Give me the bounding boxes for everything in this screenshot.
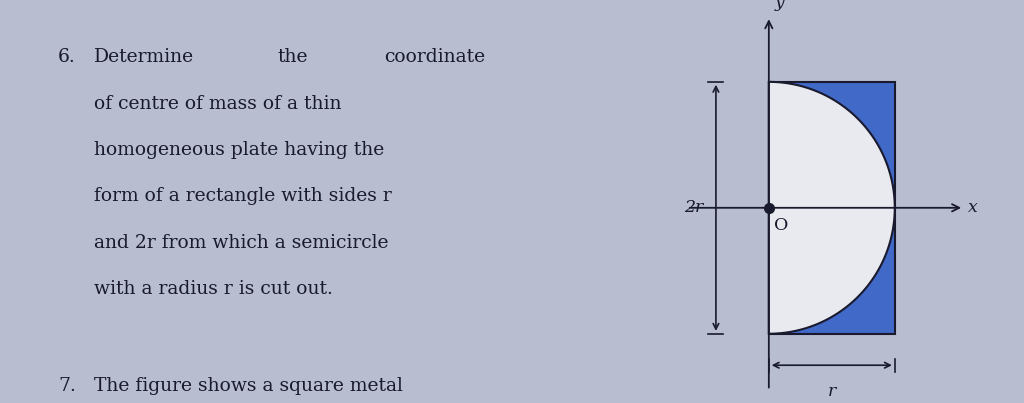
Text: 2r: 2r: [684, 199, 703, 216]
Text: y: y: [775, 0, 785, 11]
Text: Determine: Determine: [93, 48, 194, 66]
Text: r: r: [827, 383, 836, 400]
Text: of centre of mass of a thin: of centre of mass of a thin: [93, 95, 341, 113]
Text: The figure shows a square metal: The figure shows a square metal: [93, 377, 402, 395]
Text: coordinate: coordinate: [384, 48, 485, 66]
Text: the: the: [278, 48, 308, 66]
Text: x: x: [968, 199, 978, 216]
Text: homogeneous plate having the: homogeneous plate having the: [93, 141, 384, 159]
Text: and 2r from which a semicircle: and 2r from which a semicircle: [93, 234, 388, 252]
Polygon shape: [769, 82, 895, 334]
Text: form of a rectangle with sides r: form of a rectangle with sides r: [93, 187, 391, 206]
Text: 6.: 6.: [58, 48, 76, 66]
Polygon shape: [769, 82, 895, 334]
Text: 7.: 7.: [58, 377, 76, 395]
Text: with a radius r is cut out.: with a radius r is cut out.: [93, 280, 333, 298]
Text: O: O: [774, 217, 788, 234]
